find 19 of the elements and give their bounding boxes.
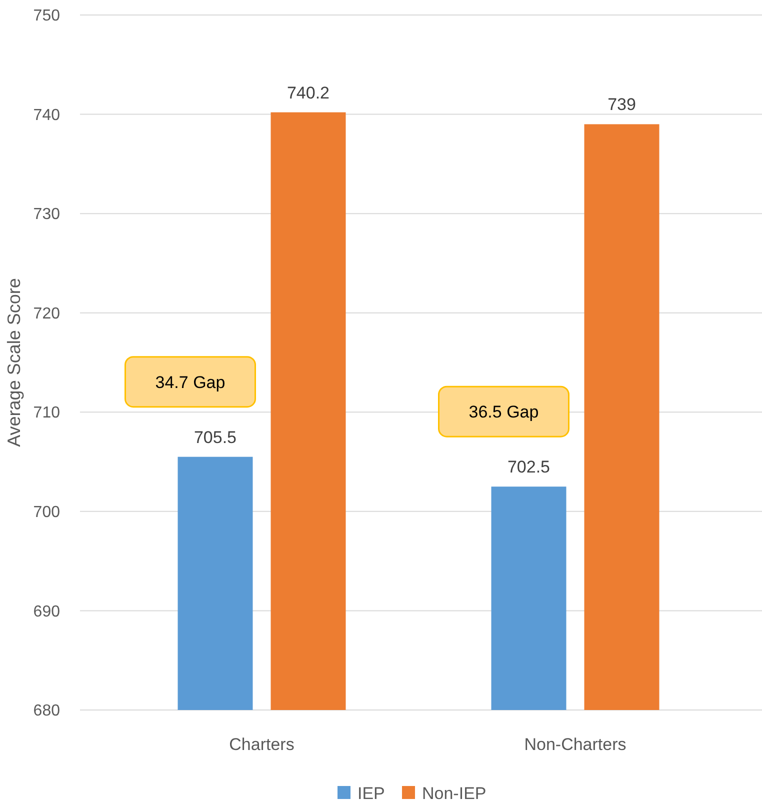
data-label: 739	[608, 95, 636, 114]
x-tick-label: Non-Charters	[524, 735, 626, 754]
y-tick-label: 720	[33, 305, 60, 322]
y-axis-title: Average Scale Score	[4, 278, 24, 447]
x-tick-label: Charters	[229, 735, 294, 754]
y-tick-label: 710	[33, 404, 60, 422]
data-label: 705.5	[194, 428, 237, 447]
y-tick-label: 750	[33, 8, 60, 25]
y-tick-label: 740	[33, 106, 60, 124]
legend-label: IEP	[358, 784, 385, 803]
annotation: 36.5 Gap	[468, 402, 539, 422]
y-tick-label: 690	[33, 603, 60, 620]
y-tick-label: 680	[33, 702, 60, 720]
annotation: 34.7 Gap	[155, 372, 226, 392]
legend-label: Non-IEP	[422, 784, 486, 803]
data-label: 702.5	[507, 458, 550, 477]
y-tick-label: 730	[33, 206, 60, 224]
data-label: 740.2	[286, 83, 330, 102]
y-tick-label: 700	[33, 504, 60, 522]
